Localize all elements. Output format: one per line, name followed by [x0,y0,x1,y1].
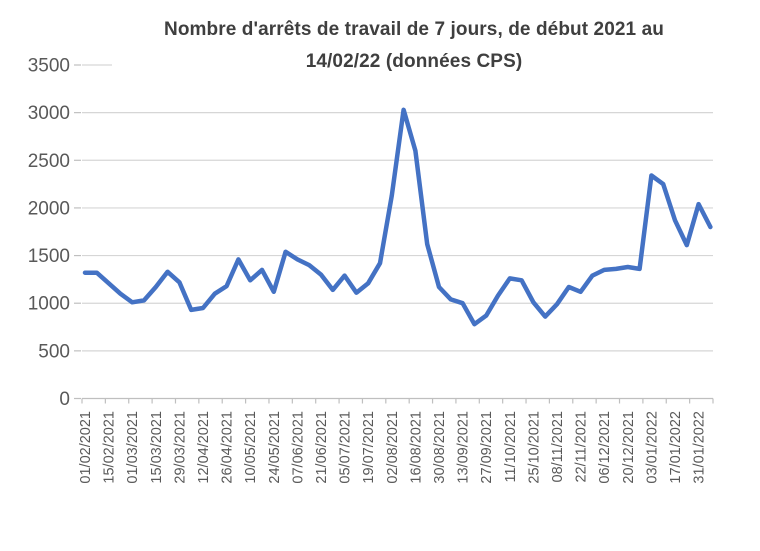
x-axis-label: 27/09/2021 [479,411,495,484]
x-axis-label: 10/05/2021 [243,411,259,484]
x-axis-label: 11/10/2021 [503,411,519,483]
y-axis-label: 2500 [28,151,70,172]
x-axis-label: 21/06/2021 [314,411,330,484]
data-layer [82,107,713,327]
y-axis-label: 500 [38,341,70,362]
x-axis-label: 03/01/2022 [644,411,660,484]
x-axis-label: 17/01/2022 [668,411,684,484]
y-axis-label: 3500 [28,56,70,77]
x-axis-label: 19/07/2021 [361,411,377,484]
x-axis-label: 16/08/2021 [408,411,424,484]
x-axis-label: 01/03/2021 [125,411,141,484]
x-axis-label: 02/08/2021 [385,411,401,484]
x-axis-label: 07/06/2021 [290,411,306,484]
x-axis-label: 12/04/2021 [196,411,212,484]
x-axis-label: 13/09/2021 [456,411,472,484]
x-axis-label: 29/03/2021 [172,411,188,484]
x-axis-label: 06/12/2021 [597,411,613,484]
title-background [112,6,718,76]
data-series-line [82,107,713,327]
y-axis-label: 2000 [28,198,70,219]
chart-title-line2: 14/02/22 (données CPS) [306,51,523,72]
x-axis-label: 25/10/2021 [526,411,542,484]
x-axis-label: 26/04/2021 [220,411,236,484]
axis-labels-layer: 0 500 1000 1500 2000 2500 3000 3500 01/02/2021 15… [28,56,708,484]
x-axis-label: 24/05/2021 [267,411,283,484]
x-axis-label: 15/03/2021 [149,411,165,484]
chart-title-line1: Nombre d'arrêts de travail de 7 jours, d… [164,19,664,40]
x-axis-label: 08/11/2021 [550,411,566,483]
x-axis-label: 01/02/2021 [78,411,94,484]
y-axis-label: 1500 [28,246,70,267]
y-axis-label: 0 [59,389,70,410]
x-axis-label: 15/02/2021 [102,411,118,484]
x-axis-label: 05/07/2021 [338,411,354,484]
y-axis-label: 3000 [28,103,70,124]
x-axis-label: 30/08/2021 [432,411,448,484]
y-axis-label: 1000 [28,294,70,315]
x-axis-label: 22/11/2021 [574,411,590,483]
gridlines-layer [82,64,713,400]
x-axis-label: 20/12/2021 [621,411,637,484]
axis-ticks-layer [74,64,714,404]
x-axis-label: 31/01/2022 [692,411,708,484]
